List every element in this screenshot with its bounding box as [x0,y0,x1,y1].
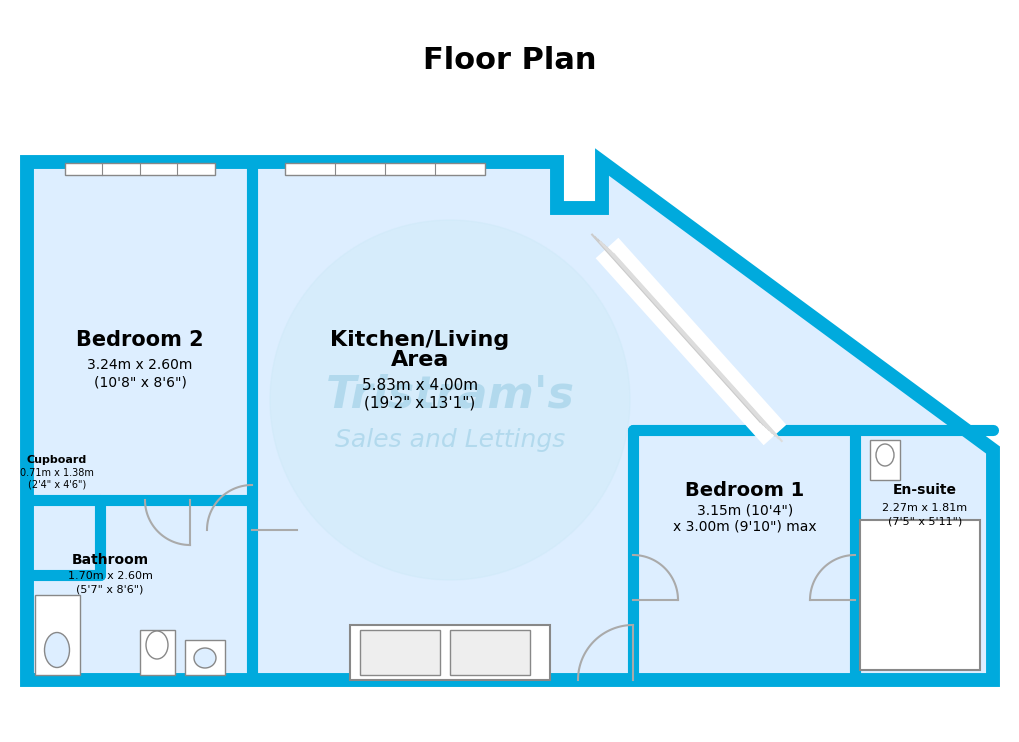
Ellipse shape [194,648,216,668]
Text: Floor Plan: Floor Plan [423,45,596,74]
Bar [35,595,79,675]
Bar [360,630,439,675]
Ellipse shape [146,631,168,659]
Text: 3.15m (10'4"): 3.15m (10'4") [696,503,793,517]
Bar [65,163,215,175]
Text: 3.24m x 2.60m: 3.24m x 2.60m [88,358,193,372]
Ellipse shape [45,632,69,668]
Text: (7'5" x 5'11"): (7'5" x 5'11") [887,517,961,527]
Bar [284,163,484,175]
Ellipse shape [875,444,893,466]
Text: Kitchen/Living: Kitchen/Living [330,330,510,350]
Polygon shape [26,162,993,680]
Circle shape [270,220,630,580]
Text: (2'4" x 4'6"): (2'4" x 4'6") [28,479,86,489]
Bar [859,520,979,670]
Text: Bedroom 2: Bedroom 2 [76,330,204,350]
Text: (10'8" x 8'6"): (10'8" x 8'6") [94,375,186,389]
Text: 0.71m x 1.38m: 0.71m x 1.38m [20,468,94,478]
Text: 2.27m x 1.81m: 2.27m x 1.81m [881,503,967,513]
Text: 1.70m x 2.60m: 1.70m x 2.60m [67,571,152,581]
Text: (19'2" x 13'1"): (19'2" x 13'1") [364,395,475,410]
Bar [350,625,549,680]
Text: Sales and Lettings: Sales and Lettings [334,428,565,452]
Text: Tristram's: Tristram's [325,373,574,416]
Text: En-suite: En-suite [892,483,956,497]
Text: Area: Area [390,350,448,370]
Bar [184,640,225,675]
Bar [869,440,899,480]
Text: 5.83m x 4.00m: 5.83m x 4.00m [362,378,478,393]
Text: Bedroom 1: Bedroom 1 [685,481,804,499]
Text: Bathroom: Bathroom [71,553,149,567]
Bar [449,630,530,675]
Text: x 3.00m (9'10") max: x 3.00m (9'10") max [673,520,816,534]
Text: (5'7" x 8'6"): (5'7" x 8'6") [76,585,144,595]
Bar [140,630,175,675]
Text: Cupboard: Cupboard [26,455,87,465]
